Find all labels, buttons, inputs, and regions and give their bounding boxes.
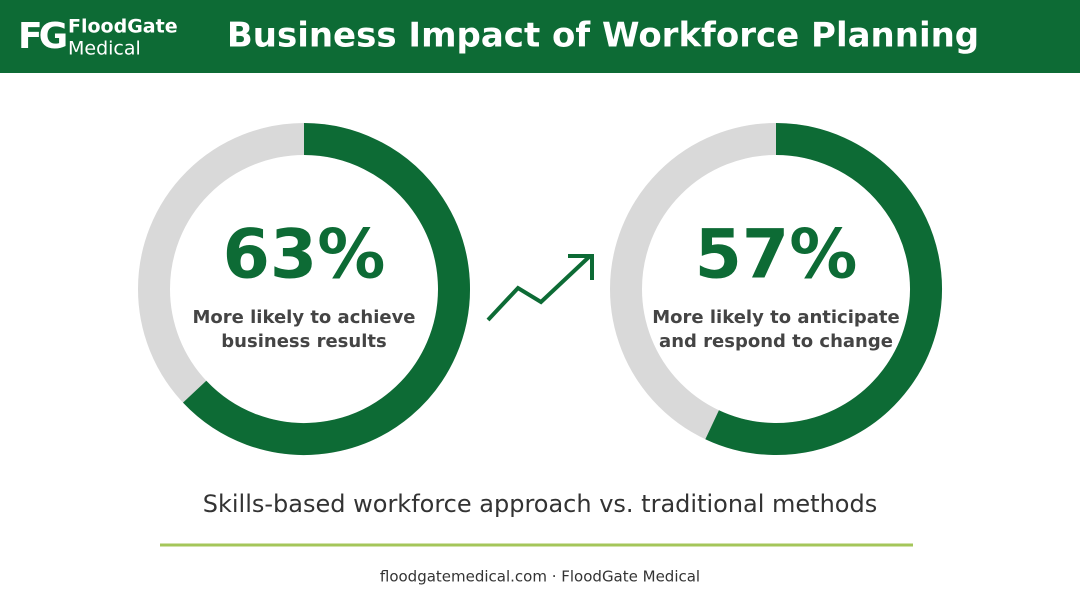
caption: More likely to anticipate [652,307,900,328]
logo-text: Medical [68,38,141,60]
caption: business results [221,331,386,352]
subtitle: Skills-based workforce approach vs. trad… [203,490,877,518]
page-title: Business Impact of Workforce Planning [227,16,979,56]
value-label: 63% [223,216,386,295]
donut-arc [705,123,942,455]
value-label: 57% [695,216,858,295]
caption: and respond to change [659,331,893,352]
logo-mark: FG [18,16,66,57]
trend-arrow-head [568,254,594,280]
header-bar [0,0,1080,73]
logo-text: FloodGate [68,16,178,38]
trend-arrow [486,254,592,322]
footer: floodgatemedical.com · FloodGate Medical [380,568,700,586]
donut-arc [183,123,470,455]
caption: More likely to achieve [192,307,415,328]
